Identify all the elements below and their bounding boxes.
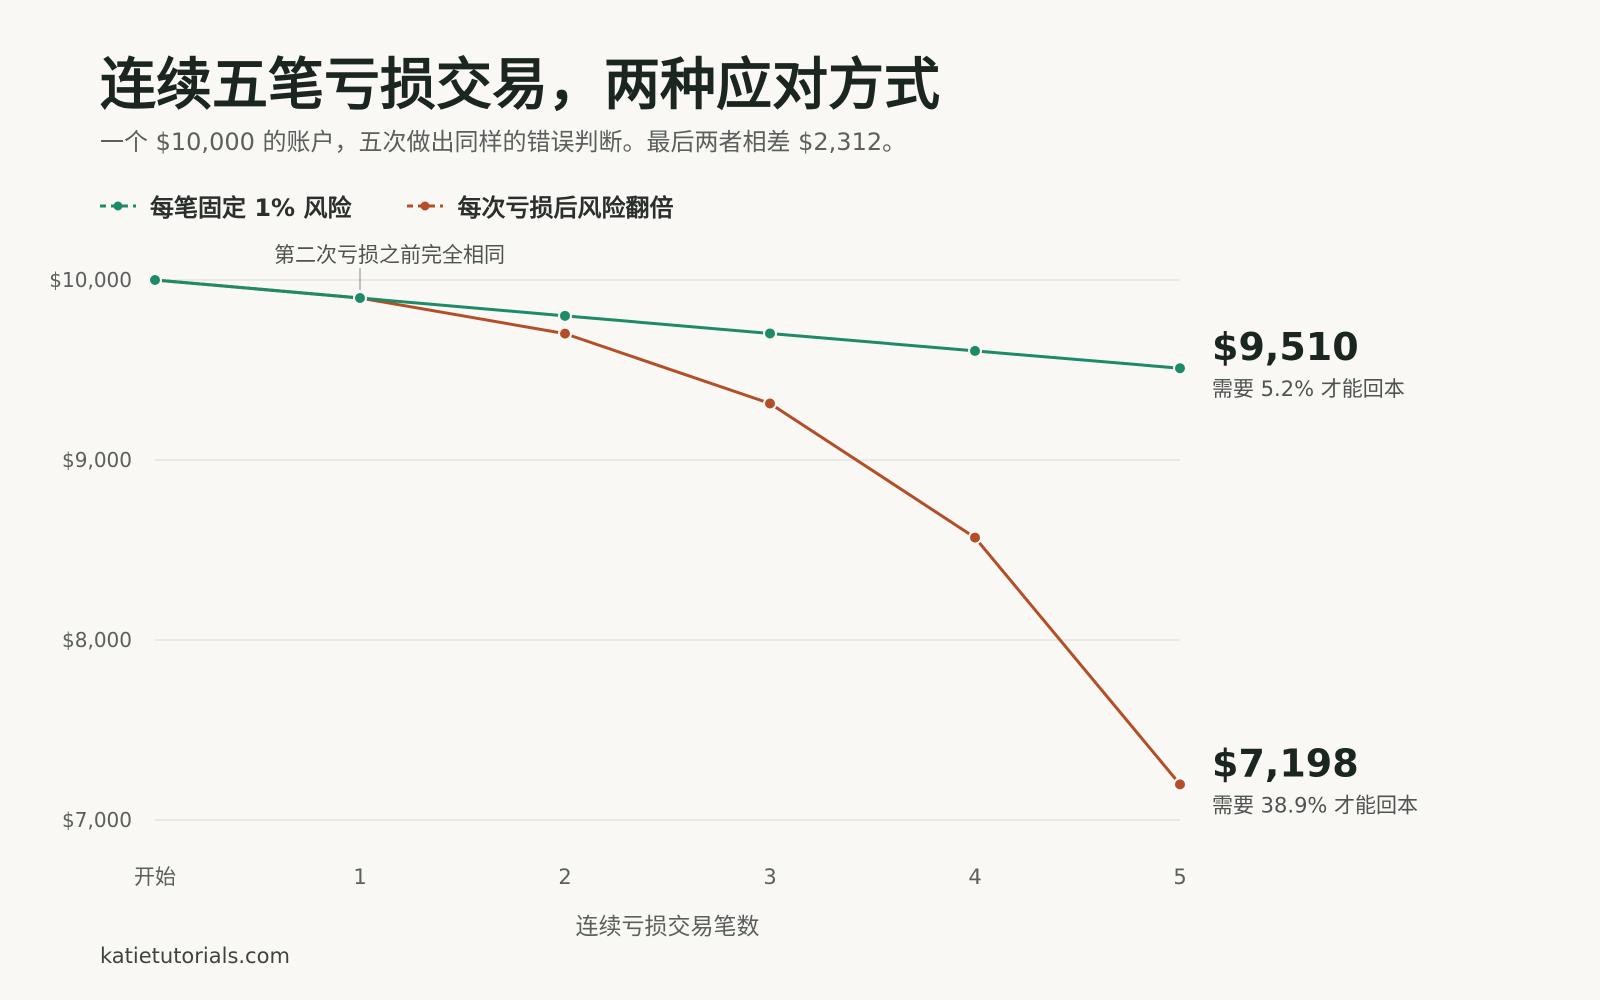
data-point-fixed [558, 308, 572, 323]
x-tick-label: 2 [558, 865, 571, 889]
x-tick-label: 5 [1173, 865, 1186, 889]
x-tick-label: 3 [763, 865, 776, 889]
x-tick-label: 1 [353, 865, 366, 889]
end-note-doubling: 需要 38.9% 才能回本 [1212, 793, 1418, 817]
data-point-fixed [1173, 361, 1187, 376]
legend-swatch-fixed [100, 201, 136, 210]
legend-swatch-doubling [407, 201, 444, 210]
end-value-label-fixed: $9,510 [1212, 325, 1359, 369]
x-tick-label: 开始 [134, 865, 176, 889]
data-point-doubling [763, 396, 777, 411]
legend-item-fixed: 每笔固定 1% 风险 [100, 188, 351, 223]
series-line-fixed [153, 278, 1182, 370]
data-point-doubling [558, 326, 572, 341]
legend-label-doubling: 每次亏损后风险翻倍 [457, 194, 674, 222]
y-tick-label: $8,000 [62, 628, 132, 652]
data-point-fixed [763, 326, 777, 341]
source-credit: katietutorials.com [100, 944, 290, 968]
annotation-label: 第二次亏损之前完全相同 [274, 243, 505, 267]
legend: 每笔固定 1% 风险 每次亏损后风险翻倍 [100, 188, 673, 223]
legend-item-doubling: 每次亏损后风险翻倍 [407, 188, 673, 223]
x-axis-title: 连续亏损交易笔数 [576, 914, 760, 940]
chart-title: 连续五笔亏损交易，两种应对方式 [100, 53, 940, 118]
x-tick-label: 4 [968, 865, 981, 889]
chart-subtitle: 一个 $10,000 的账户，五次做出同样的错误判断。最后两者相差 $2,312… [100, 128, 907, 156]
data-point-fixed [353, 291, 367, 305]
end-note-fixed: 需要 5.2% 才能回本 [1212, 377, 1405, 401]
y-tick-label: $9,000 [62, 448, 132, 472]
data-point-doubling [1173, 777, 1187, 792]
y-tick-label: $10,000 [49, 268, 132, 292]
legend-label-fixed: 每笔固定 1% 风险 [150, 194, 352, 222]
data-point-fixed [968, 343, 982, 358]
data-point-fixed [148, 273, 162, 287]
data-point-doubling [968, 530, 982, 545]
y-tick-label: $7,000 [62, 808, 132, 832]
end-value-label-doubling: $7,198 [1212, 741, 1359, 785]
